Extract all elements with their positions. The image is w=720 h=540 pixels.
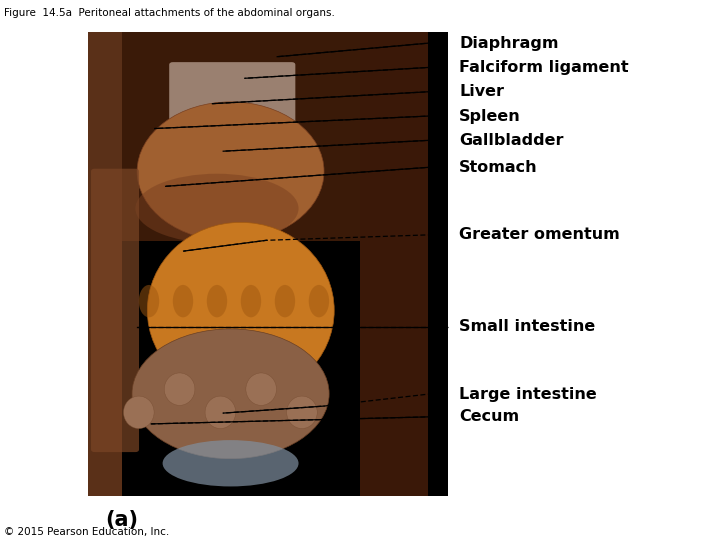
Ellipse shape [164,373,195,406]
Text: Cecum: Cecum [459,409,520,424]
Ellipse shape [124,396,154,429]
Ellipse shape [240,285,261,318]
Text: Large intestine: Large intestine [459,387,597,402]
Ellipse shape [309,285,329,318]
Text: (a): (a) [105,510,138,530]
Bar [88,32,448,496]
Ellipse shape [287,396,318,429]
Ellipse shape [139,285,159,318]
Ellipse shape [163,440,299,487]
Ellipse shape [148,222,334,399]
Text: Gallbladder: Gallbladder [459,133,564,148]
Text: Greater omentum: Greater omentum [459,227,620,242]
Bar [88,32,428,241]
Text: Figure  14.5a  Peritoneal attachments of the abdominal organs.: Figure 14.5a Peritoneal attachments of t… [4,8,335,18]
Text: Diaphragm: Diaphragm [459,36,559,51]
Ellipse shape [135,174,299,243]
Ellipse shape [246,373,276,406]
Ellipse shape [137,102,324,241]
Text: Stomach: Stomach [459,160,538,175]
FancyBboxPatch shape [169,62,295,137]
Ellipse shape [132,329,329,458]
FancyBboxPatch shape [91,168,139,452]
Text: Falciform ligament: Falciform ligament [459,60,629,75]
Ellipse shape [275,285,295,318]
Text: Liver: Liver [459,84,504,99]
Ellipse shape [207,285,228,318]
Text: Spleen: Spleen [459,109,521,124]
Ellipse shape [173,285,193,318]
Text: © 2015 Pearson Education, Inc.: © 2015 Pearson Education, Inc. [4,527,169,537]
Bar [360,32,428,496]
Text: Small intestine: Small intestine [459,319,595,334]
Ellipse shape [205,396,235,429]
Bar [88,32,122,496]
